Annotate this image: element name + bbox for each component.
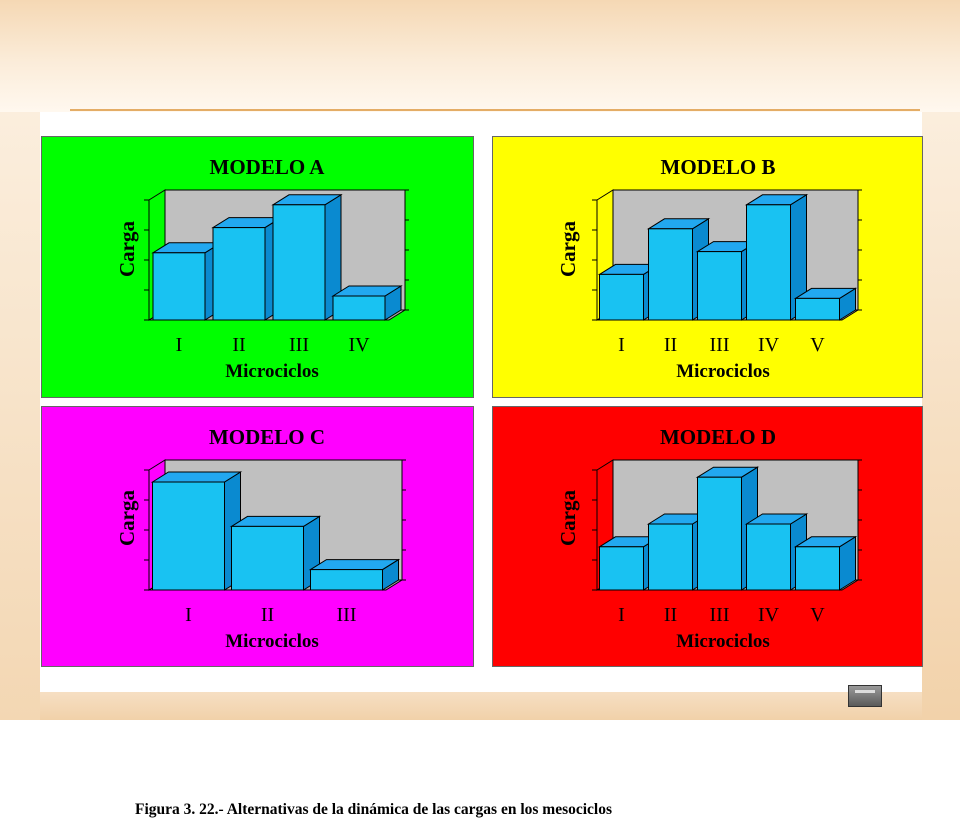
bar-I [150,471,243,591]
bar-top [150,471,243,483]
bar-front [795,297,840,321]
x-tick-label: III [710,604,730,626]
bar-II [211,216,283,321]
x-tick-label: V [810,334,825,356]
x-tick-label: IV [758,604,780,626]
bar-III [271,193,343,321]
bar-II [229,515,322,591]
bar-front [231,525,304,591]
bar-I [151,241,223,321]
bar-front [310,569,383,591]
chart-title: MODELO C [209,425,325,449]
bar-III [695,466,760,591]
bar-III [308,558,401,591]
bar-IV [331,285,403,321]
bar-top [229,515,322,527]
x-tick-label: IV [348,334,370,356]
x-tick-label: III [289,334,309,356]
x-tick-label: II [261,604,274,626]
figure-area: I II III IV MODELO A Microciclos Carga I II III I… [40,135,923,818]
x-tick-label: III [710,334,730,356]
y-axis-label: Carga [556,221,580,277]
bar-front [152,481,225,591]
x-axis-label: Microciclos [676,361,770,382]
x-tick-label: I [618,604,625,626]
bar-V [793,535,858,591]
x-tick-label: V [810,604,825,626]
bar-front [697,476,742,591]
x-tick-label: I [618,334,625,356]
bar-front [152,252,206,321]
bar-IV [744,193,809,321]
x-tick-label: II [664,334,677,356]
chart-title: MODELO B [661,155,776,179]
slide-nav-button[interactable] [848,685,882,707]
x-tick-label: II [664,604,677,626]
slide-left-margin [0,112,40,720]
y-axis-label: Carga [115,221,139,277]
x-tick-label: III [337,604,357,626]
chart-panel-d: I II III IV V MODELO D Microciclos Carga [492,406,923,667]
bar-front [648,228,693,321]
bar-front [648,523,693,591]
header-divider-line [70,109,920,111]
y-axis-label: Carga [556,490,580,546]
x-tick-label: IV [758,334,780,356]
bar-front [746,523,791,591]
slide-bottom-strip [40,692,922,720]
bar-front [599,546,644,591]
bar-front [795,546,840,591]
chart-panel-b: I II III IV V MODELO B Microciclos Carga [492,136,923,398]
bar-front [212,227,266,321]
x-tick-label: I [185,604,192,626]
x-axis-label: Microciclos [225,631,319,652]
y-axis-label: Carga [115,490,139,546]
chart-title: MODELO A [210,155,326,179]
x-tick-label: II [232,334,245,356]
slide-right-margin [922,112,960,720]
bar-front [697,251,742,321]
x-axis-label: Microciclos [225,361,319,382]
bar-top [308,559,401,571]
x-tick-label: I [176,334,183,356]
figure-caption: Figura 3. 22.- Alternativas de la dinámi… [135,801,613,818]
bar-front [599,273,644,321]
slide-header-band [0,0,960,112]
chart-title: MODELO D [660,425,776,449]
chart-panel-a: I II III IV MODELO A Microciclos Carga [41,136,474,398]
bar-front [272,204,326,321]
chart-panel-c: I II III MODELO C Microciclos Carga [41,406,474,667]
bar-V [793,287,858,321]
bar-front [746,204,791,321]
bar-front [332,295,386,321]
x-axis-label: Microciclos [676,631,770,652]
